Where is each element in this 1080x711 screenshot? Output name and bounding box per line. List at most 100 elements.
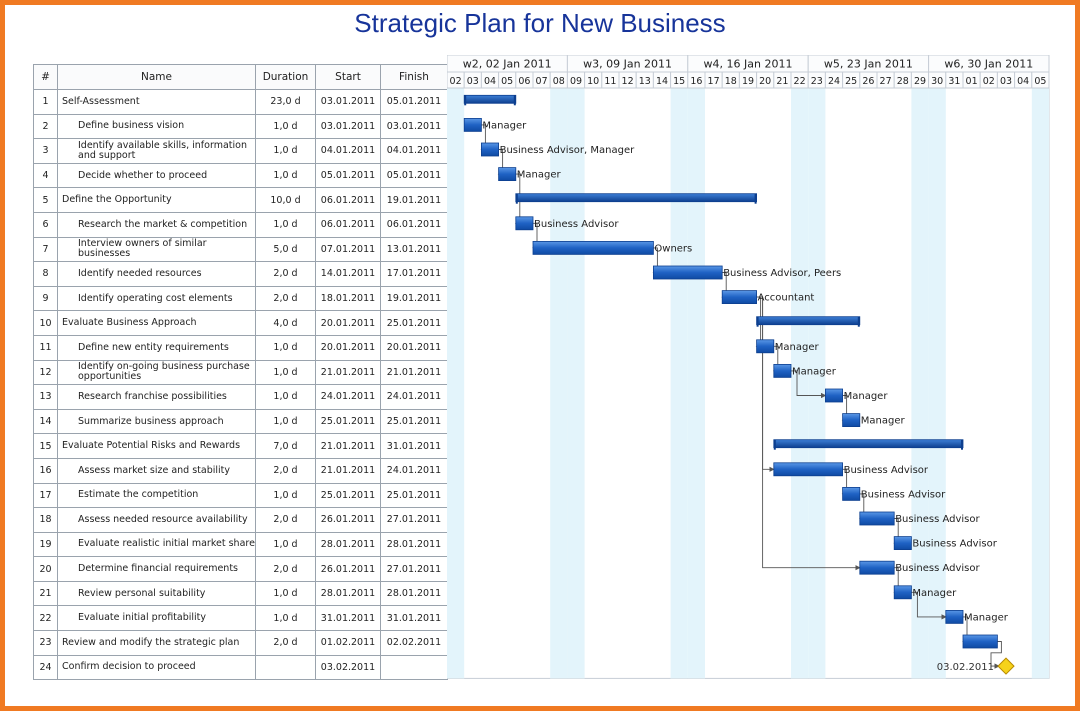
day-label: 02	[983, 76, 995, 87]
task-id: 2	[33, 113, 58, 140]
table-row[interactable]: 22 Evaluate initial profitability 1,0 d 31.…	[33, 605, 448, 632]
col-header-finish[interactable]: Finish	[380, 64, 448, 90]
task-finish: 25.01.2011	[380, 408, 448, 435]
task-start: 21.01.2011	[315, 359, 381, 386]
day-label: 30	[931, 76, 943, 87]
task-name: Review and modify the strategic plan	[57, 630, 256, 656]
table-row[interactable]: 3 Identify available skills, information …	[33, 138, 448, 164]
task-duration: 23,0 d	[255, 89, 316, 115]
day-label: 06	[518, 76, 530, 87]
table-row[interactable]: 23 Review and modify the strategic plan 2,…	[33, 630, 448, 656]
day-label: 04	[1017, 76, 1029, 87]
table-row[interactable]: 18 Assess needed resource availability 2,0…	[33, 507, 448, 533]
week-label: w5, 23 Jan 2011	[824, 58, 913, 71]
weekend-band	[1031, 88, 1049, 679]
table-row[interactable]: 8 Identify needed resources 2,0 d 14.01.201…	[33, 261, 448, 287]
task-name: Assess needed resource availability	[57, 507, 256, 533]
col-header-start[interactable]: Start	[315, 64, 381, 90]
task-name: Define new entity requirements	[57, 334, 256, 361]
weekend-band	[928, 88, 946, 679]
task-duration: 2,0 d	[255, 457, 316, 484]
task-finish: 19.01.2011	[380, 187, 448, 213]
table-row[interactable]: 11 Define new entity requirements 1,0 d 20.…	[33, 334, 448, 361]
day-label: 19	[742, 76, 754, 87]
summary-bar-cap	[857, 316, 860, 327]
task-id: 21	[33, 580, 58, 607]
day-label: 14	[656, 76, 668, 87]
table-row[interactable]: 5 Define the Opportunity 10,0 d 06.01.2011 1…	[33, 187, 448, 213]
task-start: 28.01.2011	[315, 580, 381, 607]
table-row[interactable]: 2 Define business vision 1,0 d 03.01.2011 03…	[33, 113, 448, 140]
day-label: 04	[484, 76, 496, 87]
weekend-band	[791, 88, 809, 679]
task-duration: 1,0 d	[255, 162, 316, 189]
task-finish	[380, 654, 448, 681]
task-finish: 28.01.2011	[380, 580, 448, 607]
table-row[interactable]: 9 Identify operating cost elements 2,0 d 18…	[33, 285, 448, 312]
table-row[interactable]: 21 Review personal suitability 1,0 d 28.01.…	[33, 580, 448, 607]
weekend-band	[550, 88, 568, 679]
table-row[interactable]: 12 Identify on-going business purchase op…	[33, 359, 448, 386]
task-bar	[773, 363, 792, 378]
gantt-chart: w2, 02 Jan 2011 w3, 09 Jan 2011 w4, 16 Jan…	[447, 55, 1050, 679]
summary-bar-cap	[961, 439, 963, 450]
task-finish: 25.01.2011	[380, 310, 448, 336]
col-header-name[interactable]: Name	[57, 64, 256, 90]
task-name: Research the market & competition	[57, 211, 256, 238]
task-id: 10	[33, 310, 58, 336]
table-row[interactable]: 19 Evaluate realistic initial market shar…	[33, 531, 448, 558]
weekend-band	[670, 88, 688, 679]
task-duration: 10,0 d	[255, 187, 316, 213]
task-id: 22	[33, 605, 58, 632]
day-label: 29	[914, 76, 926, 87]
table-row[interactable]: 4 Decide whether to proceed 1,0 d 05.01.201…	[33, 162, 448, 189]
table-row[interactable]: 24 Confirm decision to proceed 03.02.2011	[33, 654, 448, 681]
table-row[interactable]: 15 Evaluate Potential Risks and Rewards 7,…	[33, 433, 448, 459]
task-duration: 1,0 d	[255, 384, 316, 410]
day-label: 11	[604, 76, 616, 87]
table-row[interactable]: 14 Summarize business approach 1,0 d 25.01.…	[33, 408, 448, 435]
task-duration: 1,0 d	[255, 580, 316, 607]
resource-label: Business Advisor	[534, 219, 619, 230]
day-label: 24	[828, 76, 840, 87]
task-id: 3	[33, 138, 58, 164]
task-name: Evaluate Business Approach	[57, 310, 256, 336]
day-label: 15	[673, 76, 685, 87]
summary-bar-cap	[756, 316, 759, 327]
table-row[interactable]: 1 Self-Assessment 23,0 d 03.01.2011 05.01.20…	[33, 89, 448, 115]
col-header-id[interactable]: #	[33, 64, 58, 90]
resource-label: Manager	[844, 391, 889, 402]
resource-label: Business Advisor	[895, 514, 980, 525]
col-header-duration[interactable]: Duration	[255, 64, 316, 90]
dependency-link	[990, 641, 1002, 669]
day-label: 26	[862, 76, 874, 87]
task-duration: 7,0 d	[255, 433, 316, 459]
weekend-band	[911, 88, 929, 679]
day-label: 05	[1034, 76, 1046, 87]
task-start: 06.01.2011	[315, 187, 381, 213]
task-name: Evaluate initial profitability	[57, 605, 256, 632]
day-label: 17	[708, 76, 720, 87]
table-row[interactable]: 10 Evaluate Business Approach 4,0 d 20.01.2…	[33, 310, 448, 336]
task-start: 20.01.2011	[315, 334, 381, 361]
task-start: 31.01.2011	[315, 605, 381, 632]
task-name: Evaluate realistic initial market share	[57, 531, 256, 558]
summary-bar	[463, 94, 517, 104]
task-finish: 28.01.2011	[380, 531, 448, 558]
task-id: 6	[33, 211, 58, 238]
resource-label: Business Advisor	[895, 563, 980, 574]
dependency-link	[911, 591, 947, 620]
table-row[interactable]: 17 Estimate the competition 1,0 d 25.01.201…	[33, 482, 448, 509]
resource-label: Business Advisor	[844, 465, 929, 476]
summary-bar-cap	[754, 193, 757, 204]
task-start: 28.01.2011	[315, 531, 381, 558]
task-bar	[652, 265, 723, 280]
task-name: Research franchise possibilities	[57, 384, 256, 410]
table-row[interactable]: 7 Interview owners of similar businesses 5…	[33, 236, 448, 263]
page-title: Strategic Plan for New Business	[354, 8, 726, 38]
day-label: 03	[1000, 76, 1012, 87]
